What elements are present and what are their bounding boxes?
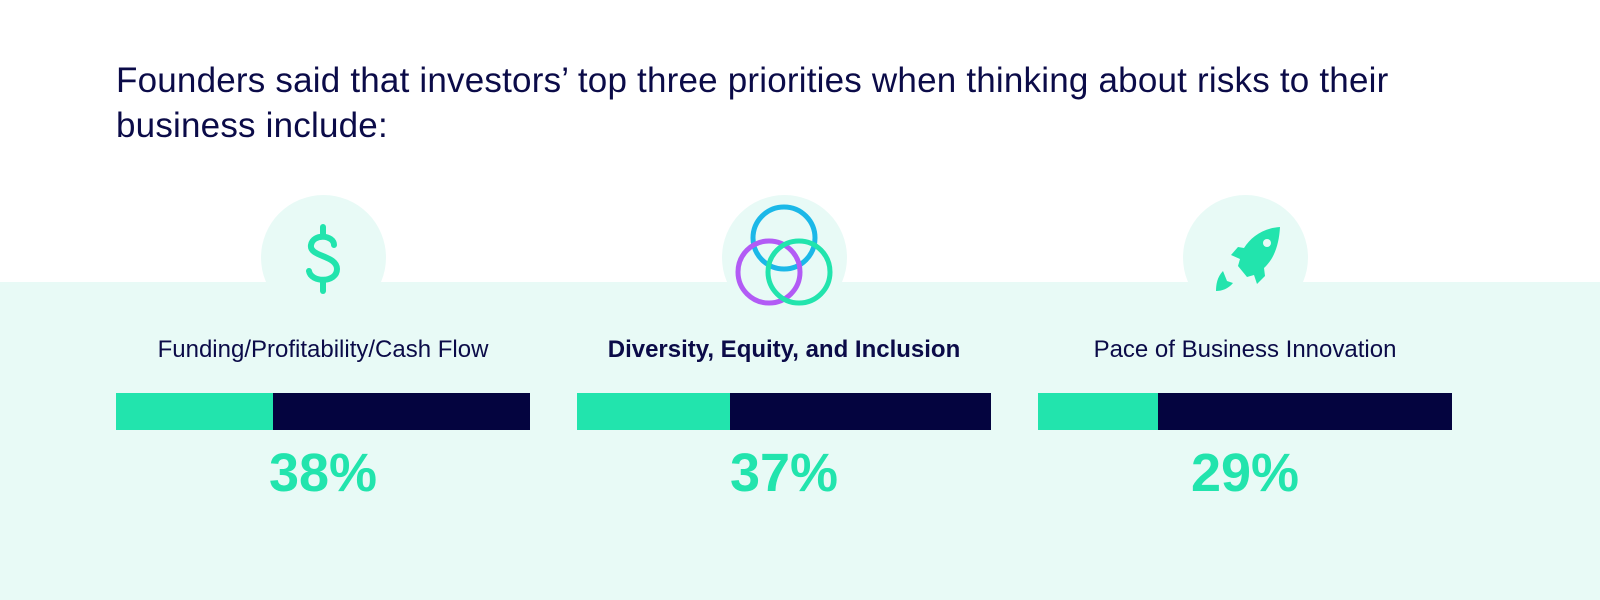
category-label: Diversity, Equity, and Inclusion (607, 336, 961, 363)
bar-fill (1038, 393, 1159, 430)
category-label: Funding/Profitability/Cash Flow (157, 336, 489, 363)
value-label: 37% (729, 443, 839, 503)
stat-funding: Funding/Profitability/Cash Flow 38% (116, 0, 530, 600)
stat-dei: Diversity, Equity, and Inclusion 37% (577, 0, 991, 600)
bar-track (577, 393, 991, 430)
bar-track (1038, 393, 1452, 430)
rocket-icon (1216, 227, 1280, 291)
bar-fill (116, 393, 274, 430)
value-label: 38% (268, 443, 378, 503)
value-label: 29% (1190, 443, 1300, 503)
stat-innovation: Pace of Business Innovation 29% (1038, 0, 1452, 600)
page-title: Founders said that investors’ top three … (116, 61, 1389, 145)
venn-circles-icon (735, 204, 833, 306)
bar-track (116, 393, 530, 430)
background-band (0, 282, 1600, 600)
category-label: Pace of Business Innovation (1093, 336, 1397, 363)
dollar-icon (306, 224, 341, 294)
bar-fill (577, 393, 731, 430)
